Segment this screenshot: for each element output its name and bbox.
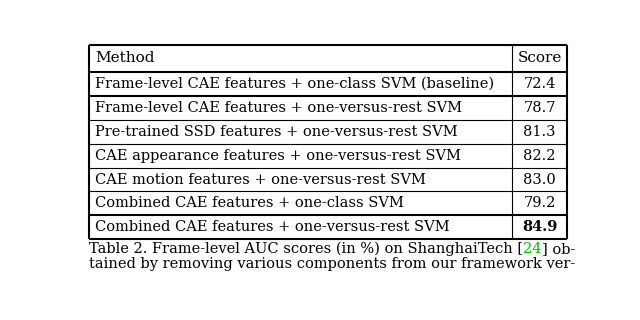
Text: CAE appearance features + one-versus-rest SVM: CAE appearance features + one-versus-res… [95, 148, 461, 163]
Text: 79.2: 79.2 [524, 196, 556, 210]
Text: Table 2. Frame-level AUC scores (in %) on ShanghaiTech [: Table 2. Frame-level AUC scores (in %) o… [89, 242, 523, 256]
Text: 82.2: 82.2 [524, 148, 556, 163]
Text: CAE motion features + one-versus-rest SVM: CAE motion features + one-versus-rest SV… [95, 172, 426, 187]
Text: 83.0: 83.0 [524, 172, 556, 187]
Text: Combined CAE features + one-versus-rest SVM: Combined CAE features + one-versus-rest … [95, 220, 449, 234]
Text: Frame-level CAE features + one-versus-rest SVM: Frame-level CAE features + one-versus-re… [95, 101, 462, 115]
Text: Combined CAE features + one-class SVM: Combined CAE features + one-class SVM [95, 196, 404, 210]
Text: ] ob-: ] ob- [541, 242, 575, 256]
Text: tained by removing various components from our framework ver-: tained by removing various components fr… [89, 257, 575, 271]
Text: Pre-trained SSD features + one-versus-rest SVM: Pre-trained SSD features + one-versus-re… [95, 125, 458, 139]
Text: 84.9: 84.9 [522, 220, 557, 234]
Text: 81.3: 81.3 [524, 125, 556, 139]
Text: 72.4: 72.4 [524, 77, 556, 91]
Text: Score: Score [517, 51, 562, 65]
Text: Method: Method [95, 51, 154, 65]
Text: 24: 24 [523, 242, 541, 256]
Text: Frame-level CAE features + one-class SVM (baseline): Frame-level CAE features + one-class SVM… [95, 77, 494, 91]
Text: 78.7: 78.7 [524, 101, 556, 115]
